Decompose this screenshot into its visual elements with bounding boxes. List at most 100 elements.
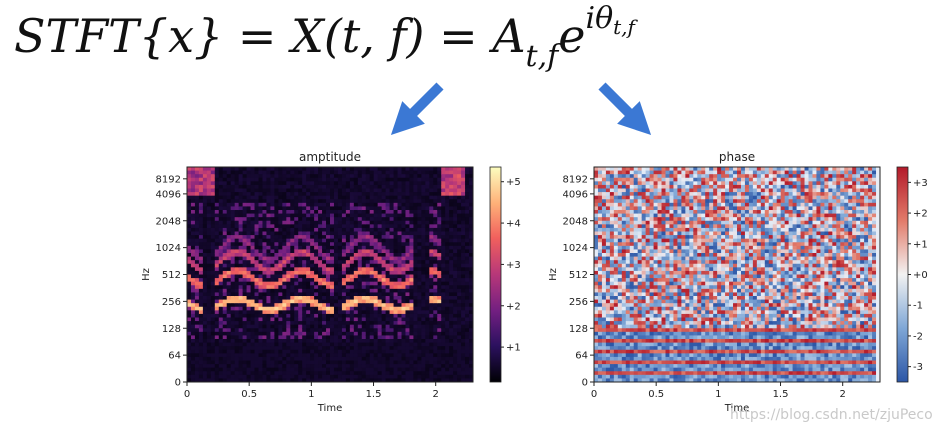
- amp-heatmap-cell: [282, 313, 287, 318]
- amp-heatmap-cell: [234, 210, 240, 215]
- phase-heatmap-cell: [629, 292, 635, 297]
- amp-heatmap-cell: [353, 220, 359, 225]
- amp-heatmap-cell: [326, 235, 331, 240]
- amp-heatmap-cell: [282, 374, 287, 379]
- amp-heatmap-cell: [385, 328, 391, 333]
- amp-heatmap-cell: [401, 299, 406, 304]
- phase-heatmap-cell: [609, 339, 615, 344]
- amp-heatmap-cell: [433, 242, 438, 247]
- amp-heatmap-cell: [453, 213, 458, 218]
- amp-heatmap-cell: [238, 288, 244, 293]
- amp-heatmap-cell: [449, 288, 454, 293]
- amp-heatmap-cell: [194, 245, 200, 250]
- amp-heatmap-cell: [298, 263, 303, 268]
- amp-heatmap-cell: [230, 324, 236, 329]
- amp-heatmap-cell: [234, 267, 240, 272]
- amp-heatmap-cell: [393, 353, 399, 358]
- amp-heatmap-cell: [318, 210, 323, 215]
- amp-heatmap-cell: [326, 199, 331, 204]
- phase-heatmap-cell: [605, 321, 611, 326]
- amp-heatmap-cell: [397, 270, 402, 275]
- amp-heatmap-cell: [322, 299, 327, 304]
- amp-heatmap-cell: [314, 206, 319, 211]
- amp-heatmap-cell: [413, 224, 418, 229]
- amp-heatmap-cell: [365, 335, 371, 340]
- amp-heatmap-cell: [457, 317, 462, 322]
- amp-heatmap-cell: [377, 260, 383, 265]
- amp-heatmap-cell: [266, 306, 271, 311]
- amp-heatmap-cell: [294, 278, 299, 283]
- amp-heatmap-cell: [353, 202, 359, 207]
- phase-heatmap-cell: [617, 199, 623, 204]
- amp-heatmap-cell: [437, 374, 442, 379]
- amp-heatmap-cell: [190, 231, 196, 236]
- amp-heatmap-cell: [445, 256, 450, 261]
- amp-heatmap-cell: [226, 267, 232, 272]
- amp-heatmap-cell: [397, 292, 402, 297]
- amp-heatmap-cell: [453, 256, 458, 261]
- amp-heatmap-cell: [314, 220, 319, 225]
- amp-heatmap-cell: [469, 274, 474, 279]
- amp-heatmap-cell: [306, 170, 311, 175]
- amp-heatmap-cell: [413, 174, 418, 179]
- amp-heatmap-cell: [290, 267, 295, 272]
- amp-heatmap-cell: [369, 278, 375, 283]
- amp-heatmap-cell: [238, 371, 244, 376]
- amp-heatmap-cell: [397, 206, 402, 211]
- amp-heatmap-cell: [298, 238, 303, 243]
- amp-heatmap-cell: [306, 245, 311, 250]
- amp-heatmap-cell: [401, 195, 406, 200]
- amp-heatmap-cell: [194, 285, 200, 290]
- amp-heatmap-cell: [294, 328, 299, 333]
- amp-heatmap-cell: [326, 317, 331, 322]
- amp-heatmap-cell: [214, 167, 220, 172]
- amp-heatmap-cell: [262, 167, 267, 172]
- amp-heatmap-cell: [385, 220, 391, 225]
- amp-heatmap-cell: [202, 249, 208, 254]
- phase-heatmap-cell: [609, 313, 615, 318]
- amp-heatmap-cell: [226, 188, 232, 193]
- amp-heatmap-cell: [286, 371, 291, 376]
- amp-heatmap-cell: [318, 181, 323, 186]
- phase-heatmap-cell: [601, 220, 607, 225]
- phase-heatmap-cell: [621, 306, 627, 311]
- phase-heatmap-cell: [601, 364, 607, 369]
- amp-heatmap-cell: [238, 242, 244, 247]
- amp-heatmap-cell: [210, 231, 216, 236]
- amp-heatmap-cell: [302, 367, 307, 372]
- amp-heatmap-cell: [385, 192, 391, 197]
- amp-heatmap-cell: [405, 249, 410, 254]
- amp-heatmap-cell: [453, 306, 458, 311]
- amp-heatmap-cell: [218, 360, 224, 365]
- amp-heatmap-cell: [417, 353, 422, 358]
- amp-heatmap-cell: [409, 346, 414, 351]
- amp-heatmap-cell: [385, 321, 391, 326]
- amp-heatmap-cell: [341, 296, 347, 301]
- amp-heatmap-cell: [314, 238, 319, 243]
- amp-heatmap-cell: [381, 331, 387, 336]
- phase-heatmap-cell: [605, 356, 611, 361]
- phase-heatmap-cell: [613, 317, 619, 322]
- amp-heatmap-cell: [409, 199, 414, 204]
- amp-heatmap-cell: [333, 285, 339, 290]
- amp-heatmap-cell: [190, 174, 196, 179]
- amp-heatmap-cell: [405, 235, 410, 240]
- amp-heatmap-cell: [341, 346, 347, 351]
- amp-heatmap-cell: [226, 253, 232, 258]
- amp-heatmap-cell: [405, 346, 410, 351]
- amp-heatmap-cell: [469, 324, 474, 329]
- amp-heatmap-cell: [469, 238, 474, 243]
- amp-heatmap-cell: [385, 349, 391, 354]
- amp-heatmap-cell: [333, 181, 339, 186]
- amp-heatmap-cell: [449, 235, 454, 240]
- amp-heatmap-cell: [345, 195, 351, 200]
- amp-heatmap-cell: [469, 256, 474, 261]
- amp-heatmap-cell: [278, 306, 283, 311]
- amp-heatmap-cell: [222, 256, 228, 261]
- amp-heatmap-cell: [258, 202, 263, 207]
- amp-heatmap-cell: [290, 210, 295, 215]
- amp-heatmap-cell: [286, 238, 291, 243]
- phase-heatmap-cell: [597, 378, 603, 383]
- amp-heatmap-cell: [433, 210, 438, 215]
- amp-heatmap-cell: [437, 356, 442, 361]
